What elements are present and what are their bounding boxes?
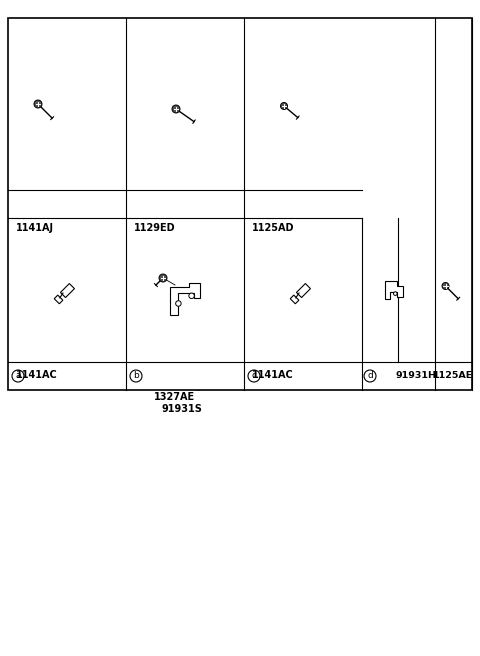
Polygon shape	[60, 283, 74, 298]
Polygon shape	[60, 170, 455, 365]
Bar	[37, 374, 47, 382]
Circle shape	[159, 274, 167, 282]
Bar	[0, 0, 480, 400]
Circle shape	[228, 230, 232, 234]
Text: d: d	[387, 263, 393, 273]
Bar	[52, 374, 62, 382]
Circle shape	[98, 123, 142, 167]
Text: 1327AE: 1327AE	[154, 392, 195, 402]
Text: a: a	[15, 371, 21, 380]
Polygon shape	[384, 281, 403, 299]
Polygon shape	[95, 298, 190, 355]
Circle shape	[420, 363, 424, 367]
Text: 1141AJ: 1141AJ	[16, 223, 54, 233]
Text: a: a	[217, 228, 223, 238]
Bar	[305, 255, 340, 280]
Bar	[8, 18, 472, 390]
Circle shape	[404, 377, 408, 382]
Circle shape	[176, 300, 181, 306]
Polygon shape	[440, 195, 460, 215]
Text: 1327AE: 1327AE	[296, 355, 336, 365]
Bar	[152, 270, 158, 274]
Polygon shape	[430, 170, 465, 340]
Bar	[217, 294, 223, 298]
Bar	[159, 278, 165, 282]
Circle shape	[394, 292, 397, 295]
Bar	[22, 374, 32, 382]
Polygon shape	[297, 283, 311, 298]
Circle shape	[172, 105, 180, 113]
Text: c: c	[77, 285, 83, 295]
Text: 1125AD: 1125AD	[252, 223, 295, 233]
Polygon shape	[169, 283, 201, 314]
Bar	[292, 303, 298, 307]
Text: 91400D: 91400D	[218, 42, 259, 52]
Polygon shape	[62, 335, 82, 358]
Text: 1125DA: 1125DA	[193, 349, 235, 359]
Circle shape	[91, 144, 97, 150]
Text: 1129ED: 1129ED	[134, 223, 176, 233]
Text: 91931S: 91931S	[161, 404, 202, 414]
Polygon shape	[54, 295, 63, 304]
Polygon shape	[155, 250, 300, 285]
Polygon shape	[290, 295, 299, 304]
Text: d: d	[367, 371, 373, 380]
Bar	[180, 296, 186, 300]
Bar	[252, 280, 258, 284]
Bar	[172, 283, 178, 287]
Text: b: b	[305, 205, 311, 215]
Bar	[292, 283, 298, 287]
Circle shape	[111, 130, 135, 154]
Circle shape	[189, 293, 194, 298]
Circle shape	[34, 100, 42, 108]
Polygon shape	[400, 358, 428, 383]
Bar	[18, 372, 83, 384]
Text: 1141AC: 1141AC	[252, 370, 294, 380]
Text: 91931H: 91931H	[396, 371, 437, 380]
Polygon shape	[230, 120, 440, 185]
Text: c: c	[252, 371, 256, 380]
Circle shape	[117, 136, 129, 148]
Polygon shape	[65, 352, 100, 380]
Text: 1125AE: 1125AE	[433, 371, 474, 380]
Circle shape	[338, 361, 346, 369]
Text: b: b	[133, 371, 139, 380]
Circle shape	[181, 354, 189, 362]
Circle shape	[280, 102, 288, 110]
Bar	[67, 374, 77, 382]
Text: c: c	[360, 285, 366, 295]
Text: 13395A: 13395A	[60, 178, 100, 188]
Polygon shape	[60, 350, 200, 390]
Circle shape	[442, 283, 449, 289]
Text: 1141AC: 1141AC	[16, 370, 58, 380]
